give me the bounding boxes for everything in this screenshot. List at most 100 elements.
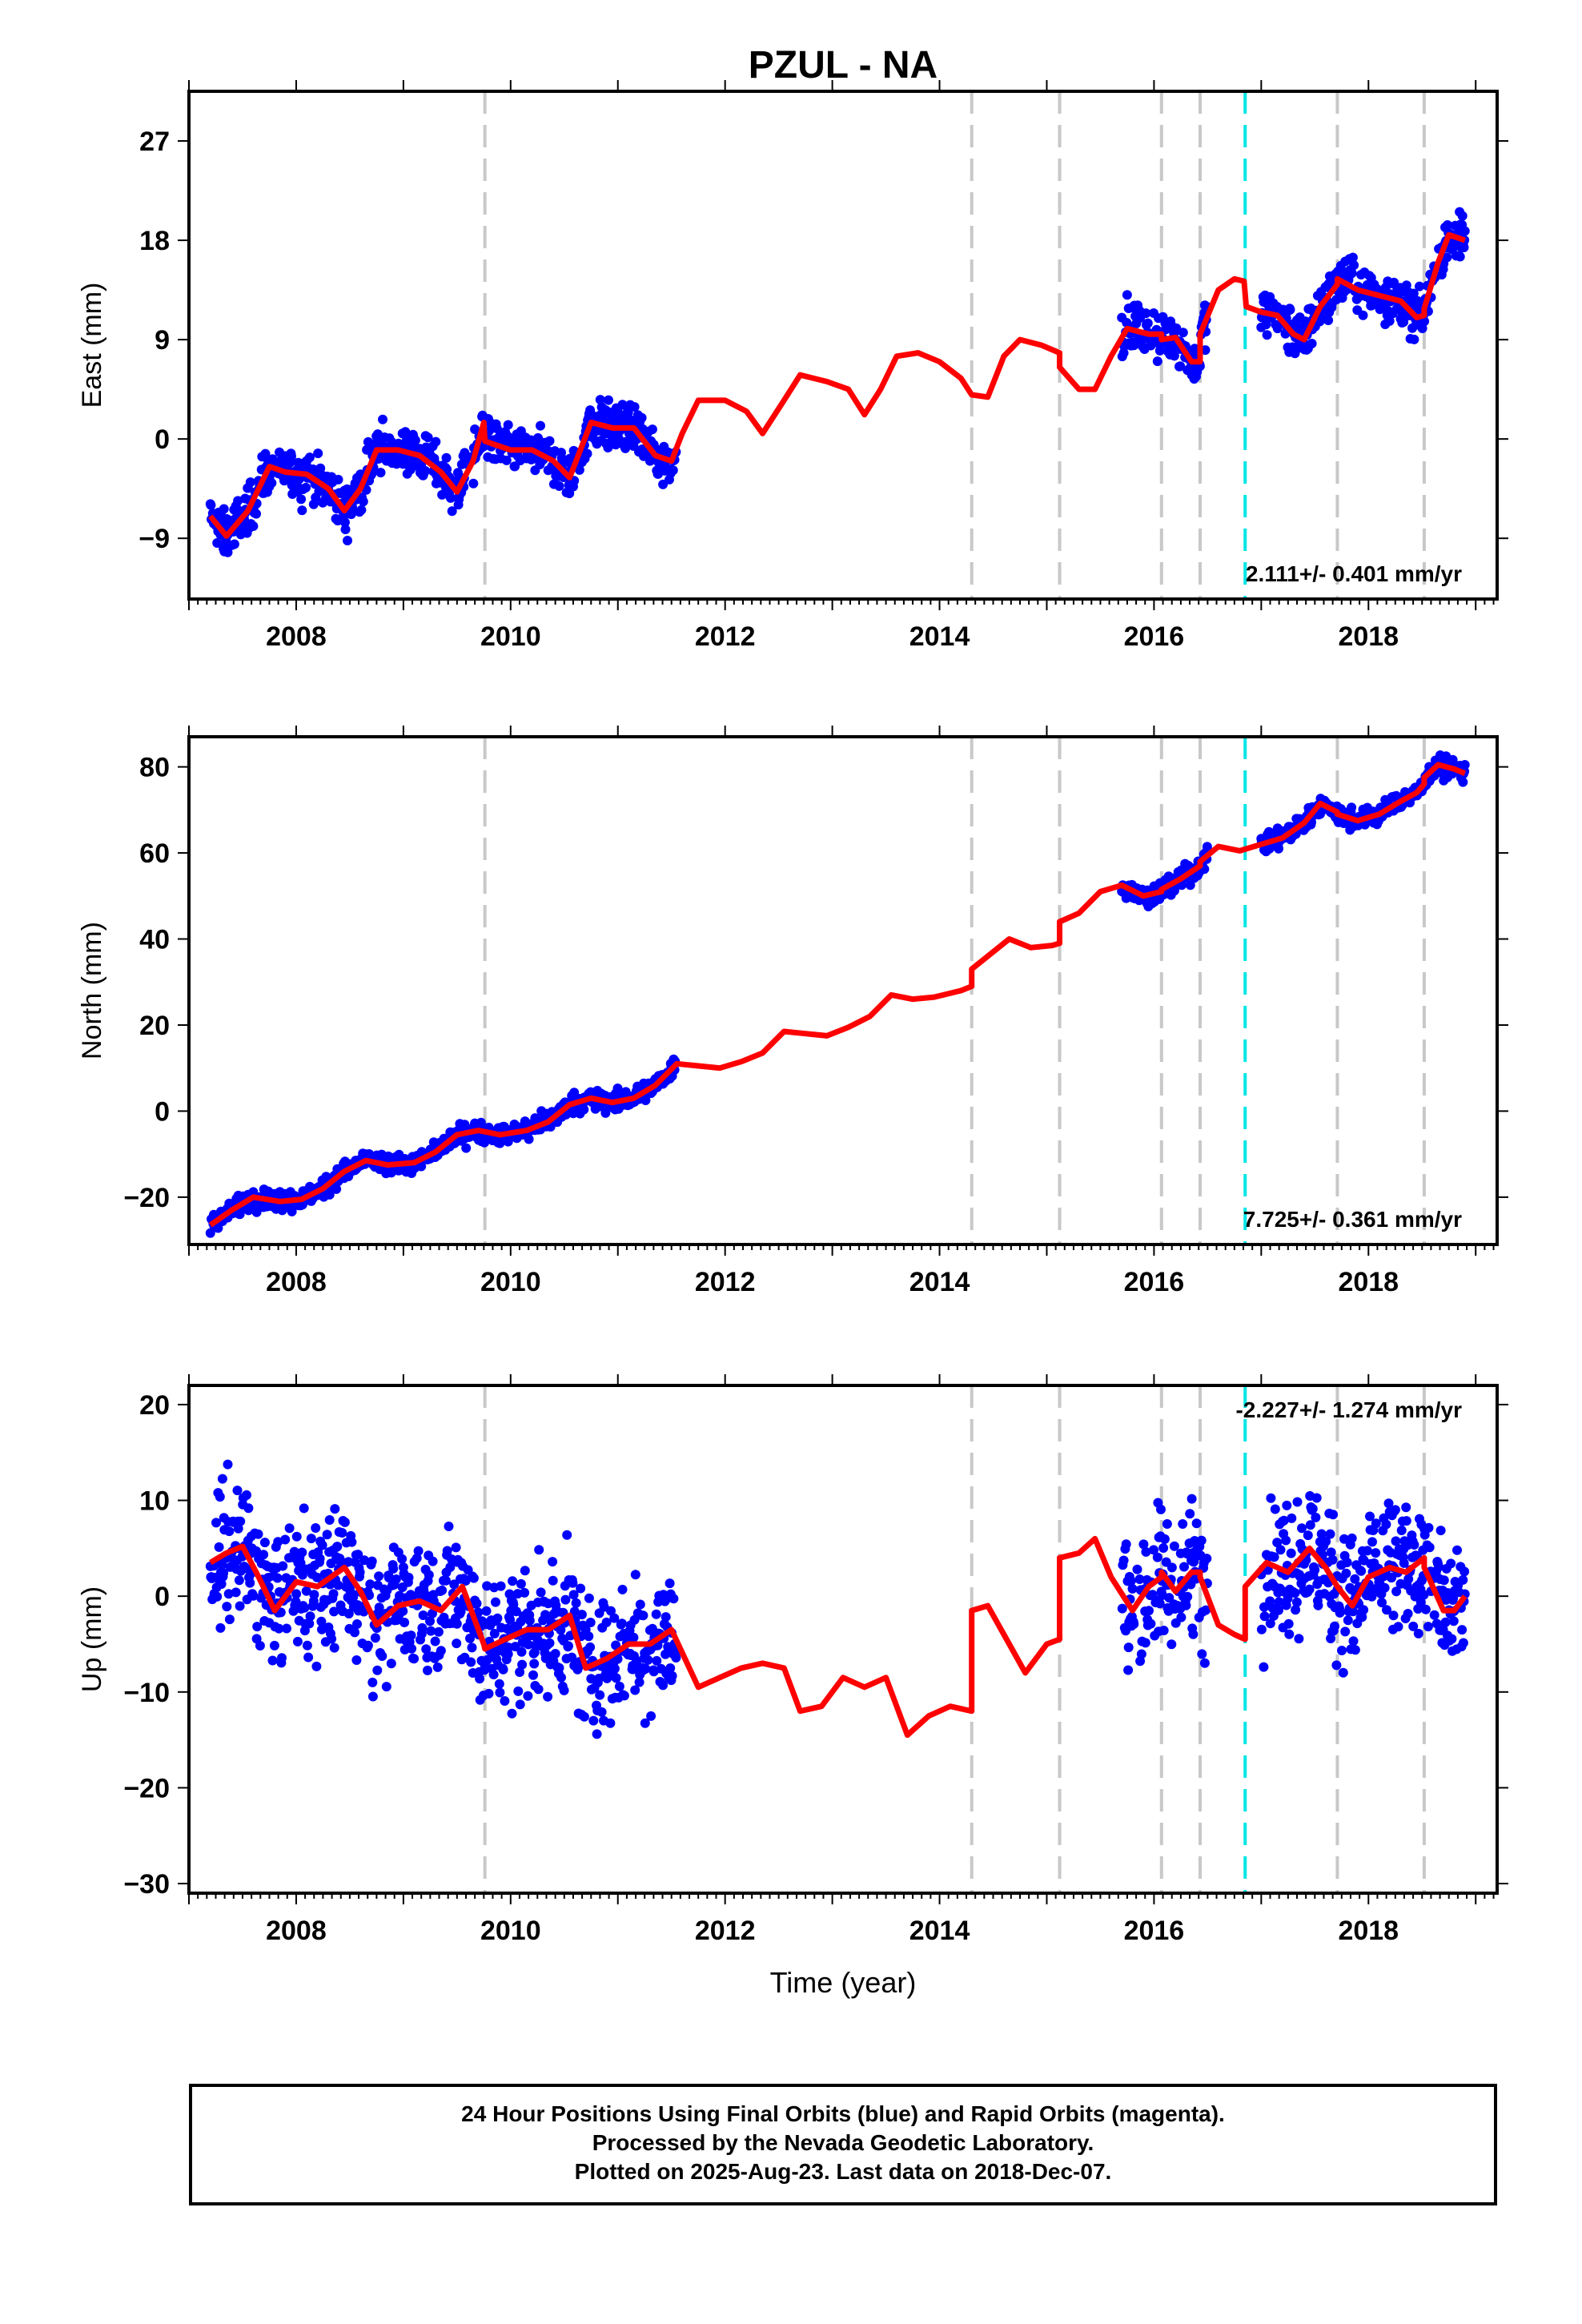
data-point <box>548 1557 558 1567</box>
plot-area <box>205 91 1470 599</box>
data-point <box>481 1606 492 1616</box>
data-point <box>584 1631 594 1642</box>
data-point <box>495 1687 505 1698</box>
data-point <box>206 500 216 510</box>
data-point <box>614 1681 624 1691</box>
data-point <box>1196 1535 1207 1546</box>
data-point <box>1142 318 1153 328</box>
data-point <box>1313 1600 1323 1610</box>
data-point <box>472 1598 482 1609</box>
data-point <box>1409 1540 1419 1550</box>
y-tick-label: 60 <box>139 838 170 869</box>
rate-annotation: 2.111+/- 0.401 mm/yr <box>1246 561 1462 586</box>
data-point <box>1146 1618 1156 1629</box>
data-point <box>1384 316 1395 326</box>
data-point <box>611 1673 621 1683</box>
data-point <box>505 1614 516 1625</box>
x-tick-label: 2012 <box>695 1267 756 1297</box>
data-point <box>1458 1638 1468 1648</box>
data-point <box>574 464 584 475</box>
data-point <box>309 1590 319 1600</box>
data-point <box>312 1572 322 1582</box>
data-point <box>223 1589 234 1599</box>
data-point <box>317 1540 327 1550</box>
data-point <box>1283 1618 1294 1629</box>
data-point <box>1262 330 1272 340</box>
data-point <box>277 1653 287 1663</box>
data-point <box>1381 1519 1391 1530</box>
data-point <box>428 1556 438 1566</box>
data-point <box>567 1652 577 1663</box>
model-curve <box>209 1535 1468 1739</box>
data-point <box>363 1640 373 1651</box>
data-point <box>1457 1625 1468 1635</box>
data-point <box>1154 345 1165 356</box>
data-point <box>1144 1606 1154 1616</box>
data-point <box>353 1550 363 1560</box>
data-point <box>432 1662 443 1672</box>
data-point <box>1403 1609 1413 1618</box>
data-point <box>460 1576 471 1586</box>
data-point <box>661 1649 671 1659</box>
data-point <box>515 1699 525 1710</box>
data-point <box>229 539 239 549</box>
data-point <box>630 1685 640 1695</box>
data-point <box>1409 334 1419 344</box>
data-point <box>510 1642 520 1652</box>
data-point <box>571 1598 581 1608</box>
data-point <box>1259 1602 1269 1612</box>
y-axis-title: Up (mm) <box>77 1586 107 1692</box>
rate-annotation: -2.227+/- 1.274 mm/yr <box>1235 1397 1462 1422</box>
data-point <box>421 1644 432 1655</box>
data-point <box>339 517 350 528</box>
data-point <box>1152 356 1162 367</box>
data-point <box>515 1667 525 1677</box>
data-point <box>1202 842 1212 852</box>
data-point <box>445 1562 456 1572</box>
data-point <box>661 1612 671 1622</box>
data-point <box>418 1610 428 1620</box>
data-point <box>1282 1500 1292 1510</box>
data-point <box>1337 1646 1347 1655</box>
data-point <box>665 1663 676 1673</box>
data-point <box>1272 324 1283 334</box>
data-point <box>329 1642 339 1653</box>
data-point <box>214 1542 224 1552</box>
data-point <box>253 1529 263 1539</box>
data-point <box>1328 1510 1339 1520</box>
data-point <box>400 427 411 437</box>
x-tick-label: 2018 <box>1338 1267 1399 1297</box>
data-point <box>1169 1541 1179 1551</box>
data-point <box>1434 1562 1444 1572</box>
data-point <box>576 1583 586 1594</box>
data-point <box>303 1652 314 1663</box>
data-point <box>441 452 452 463</box>
y-tick-label: 80 <box>139 753 170 783</box>
data-point <box>465 1633 475 1643</box>
data-point <box>1122 290 1132 300</box>
data-point <box>536 1587 546 1598</box>
data-point <box>1448 1616 1459 1626</box>
data-point <box>1286 1548 1296 1558</box>
data-point <box>215 1492 225 1502</box>
data-point <box>1330 1621 1339 1631</box>
data-point <box>1126 1576 1136 1586</box>
data-point <box>1311 1493 1322 1503</box>
data-point <box>316 1616 327 1626</box>
data-point <box>315 1554 325 1564</box>
y-tick-label: 20 <box>139 1390 170 1421</box>
data-point <box>516 1647 527 1657</box>
data-point <box>452 1618 462 1629</box>
model-curve <box>208 231 1466 539</box>
y-tick-label: −10 <box>123 1678 170 1708</box>
data-point <box>1458 1574 1468 1585</box>
data-point <box>1186 1494 1197 1504</box>
data-point <box>1166 1639 1177 1650</box>
data-point <box>1348 1636 1359 1647</box>
data-point <box>431 436 441 447</box>
data-point <box>444 1522 454 1531</box>
data-point <box>433 1626 444 1637</box>
data-point <box>306 1534 316 1544</box>
axes-frame <box>187 735 1499 1246</box>
data-point <box>1178 328 1188 338</box>
